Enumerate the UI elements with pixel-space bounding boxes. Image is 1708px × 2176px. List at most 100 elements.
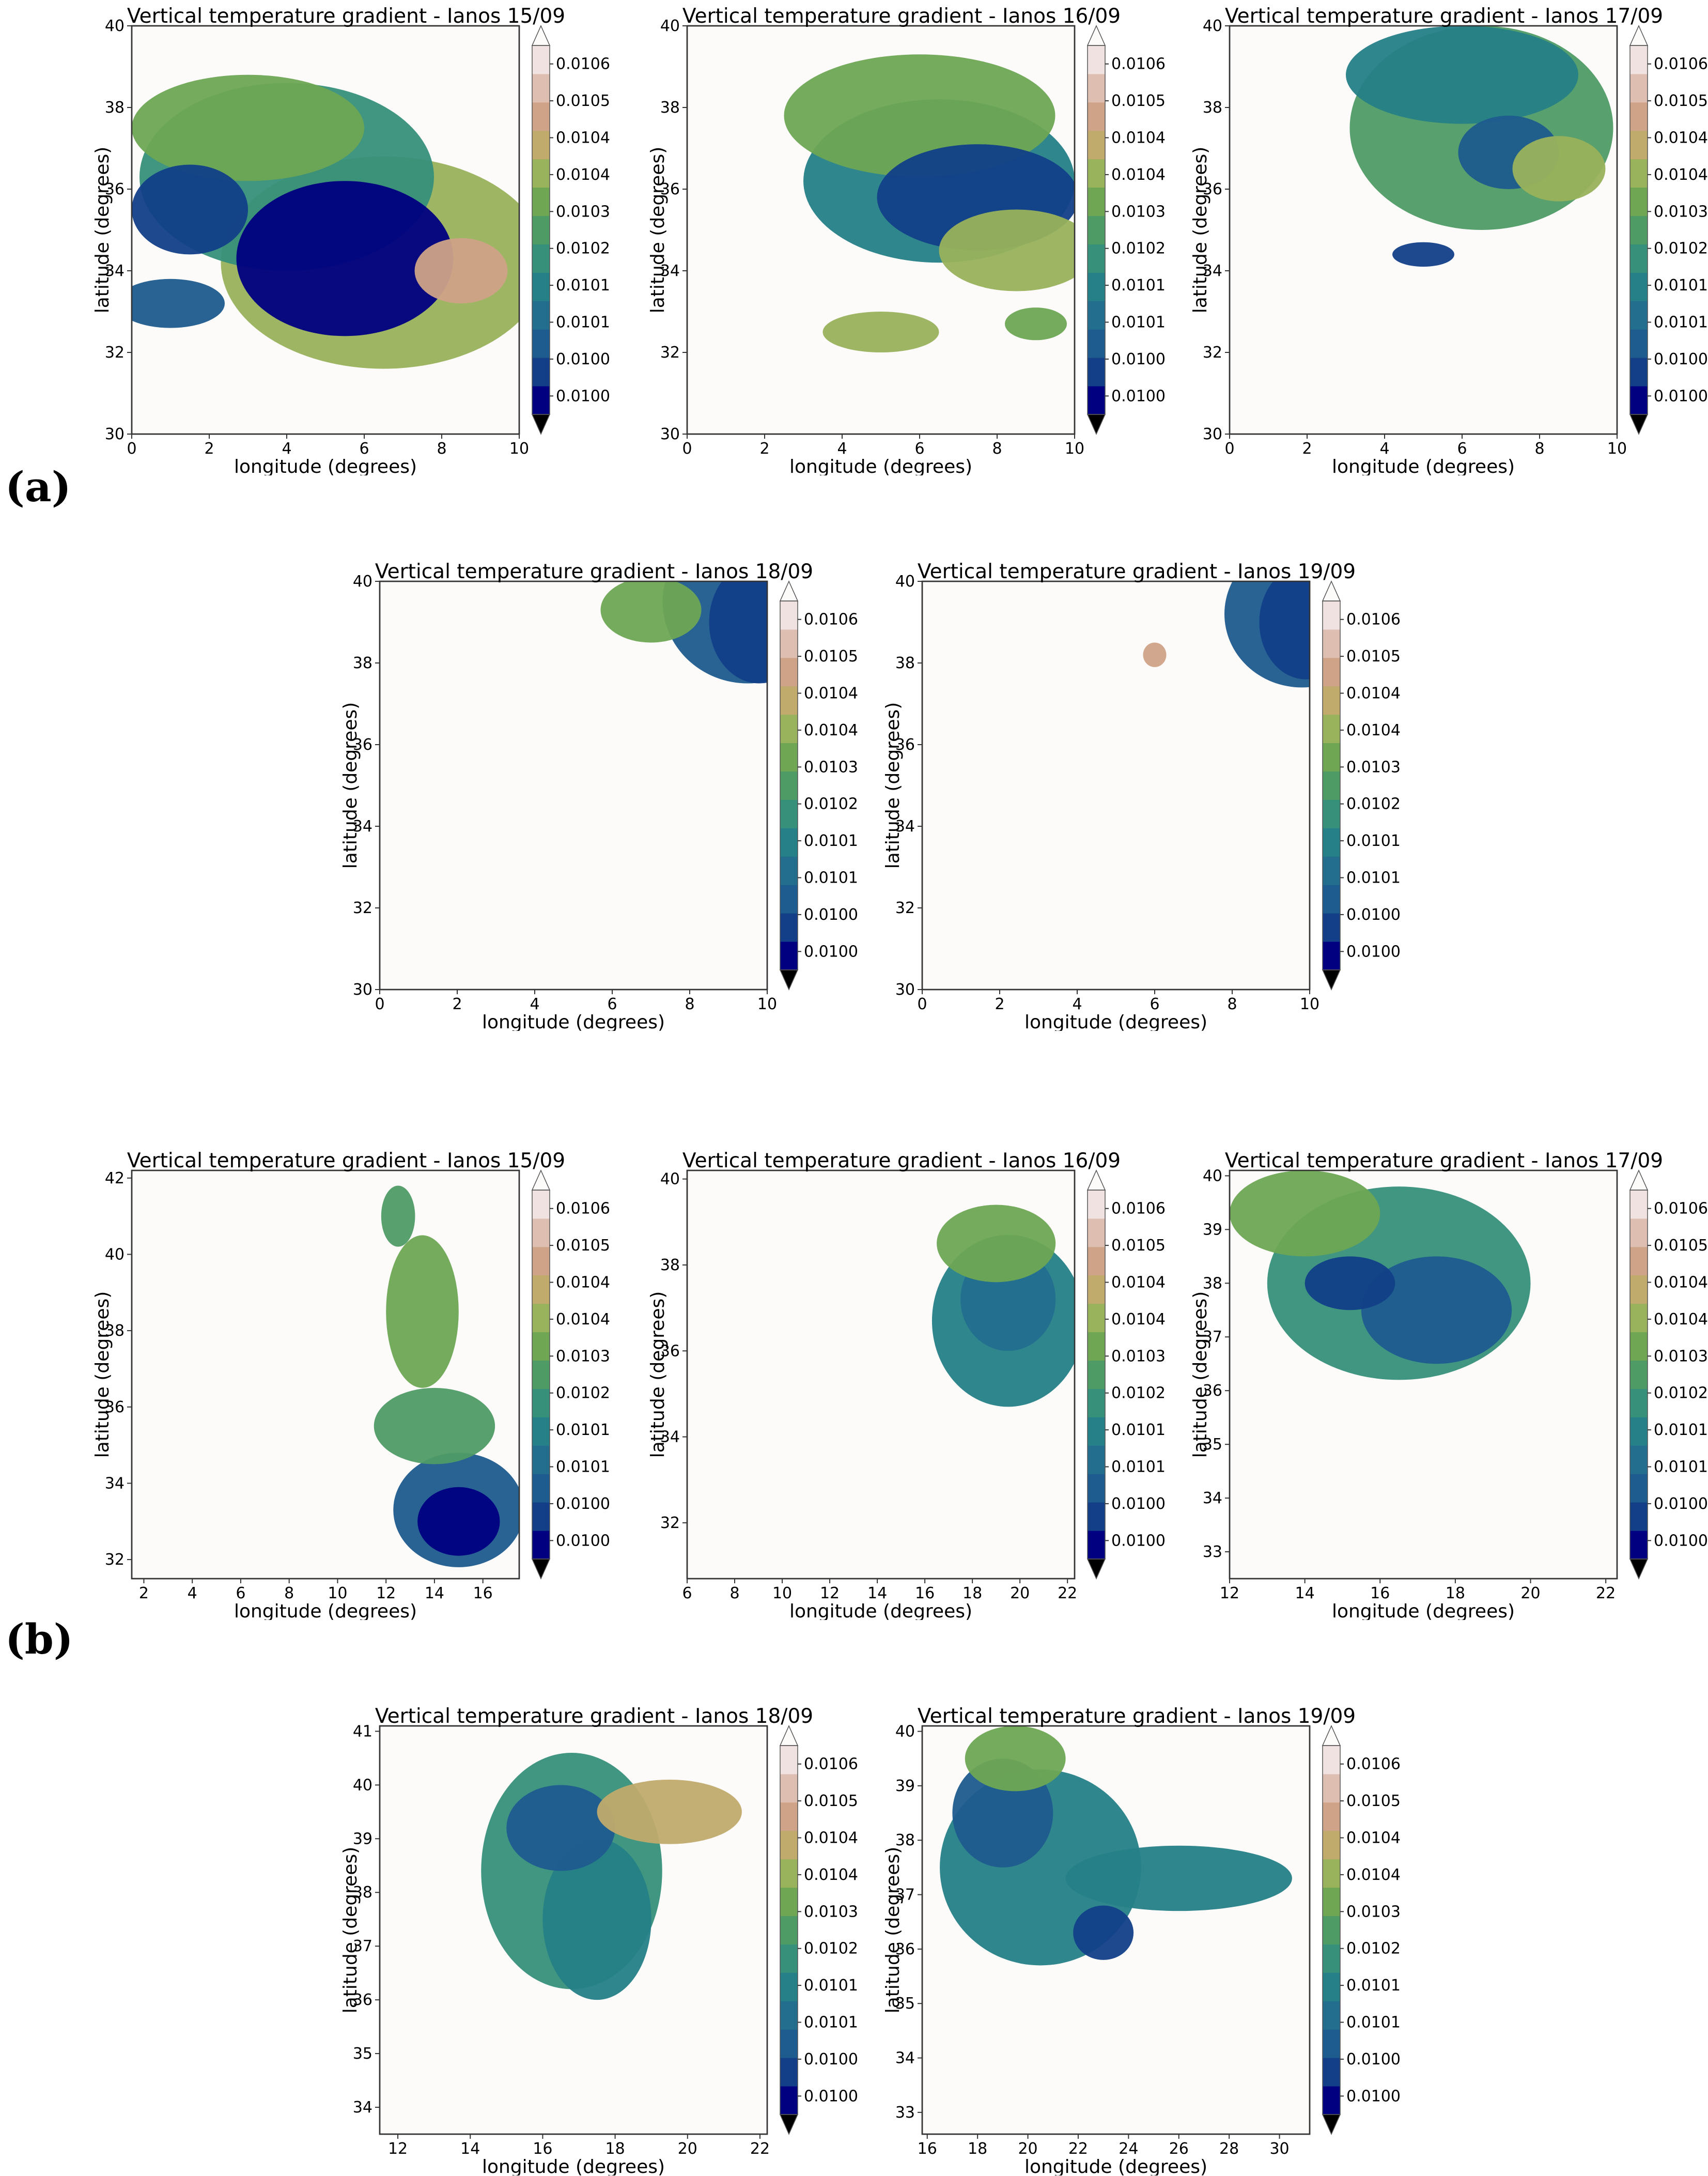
colorbar-tick-label: 0.0106 [1654, 1200, 1708, 1218]
colorbar-tick-label: 0.0100 [804, 2050, 858, 2069]
colorbar-segment [1630, 1303, 1648, 1333]
colorbar-tick-label: 0.0106 [1346, 611, 1401, 629]
colorbar-segment [780, 1746, 798, 1774]
y-tick-label: 36 [105, 180, 125, 198]
y-tick-label: 38 [660, 1256, 680, 1274]
colorbar-tick-label: 0.0104 [1111, 166, 1166, 184]
x-tick-label: 16 [533, 2140, 552, 2158]
x-tick-label: 6 [914, 440, 924, 458]
colorbar-tick-label: 0.0101 [1346, 2014, 1401, 2032]
colorbar-tick-label: 0.0104 [1346, 685, 1401, 703]
colorbar-segment [1088, 45, 1105, 74]
colorbar-segment [1630, 1190, 1648, 1219]
field-layer [1230, 1170, 1531, 1380]
colorbar-tick-label: 0.0104 [1111, 129, 1166, 147]
y-tick-label: 36 [105, 1398, 125, 1416]
colorbar-segment [532, 1360, 550, 1389]
colorbar-tick-label: 0.0104 [556, 129, 610, 147]
x-axis-label: longitude (degrees) [789, 1601, 972, 1620]
colorbar-segment [1323, 1746, 1340, 1774]
x-tick-label: 10 [509, 440, 529, 458]
x-tick-label: 8 [284, 1584, 294, 1602]
colorbar-segment [1088, 1360, 1105, 1389]
colorbar-tick-label: 0.0100 [1111, 387, 1166, 405]
x-tick-label: 22 [1068, 2140, 1088, 2158]
x-tick-label: 6 [1150, 995, 1159, 1013]
colorbar-tick-label: 0.0101 [556, 1421, 610, 1439]
x-tick-label: 4 [530, 995, 539, 1013]
y-tick-label: 36 [895, 736, 915, 754]
y-axis-label: latitude (degrees) [1190, 1291, 1211, 1458]
colorbar-segment [780, 885, 798, 914]
colorbar-tick-label: 0.0102 [1654, 240, 1708, 258]
colorbar-tick-label: 0.0100 [1111, 1495, 1166, 1513]
colorbar-tick-label: 0.0100 [1654, 350, 1708, 368]
colorbar-segment [1323, 2029, 1340, 2058]
colorbar-segment [780, 913, 798, 942]
chart-panel-a-1609: 0 2 4 6 8 10 30 32 34 36 38 40 Vertical temperature … [643, 0, 1181, 475]
colorbar-segment [1088, 187, 1105, 217]
field-layer [784, 54, 1075, 352]
colorbar-frame [1629, 1190, 1648, 1560]
colorbar-tick-label: 0.0103 [804, 758, 858, 776]
colorbar-tick-label: 0.0100 [804, 2087, 858, 2105]
y-tick-label: 38 [105, 99, 125, 117]
colorbar-tick-label: 0.0104 [1654, 166, 1708, 184]
colorbar-tick-label: 0.0106 [1111, 55, 1166, 73]
colorbar-tick-label: 0.0102 [1346, 1940, 1401, 1958]
colorbar-segment [780, 1887, 798, 1917]
field-cell [386, 1235, 459, 1388]
colorbar-tick-label: 0.0100 [1346, 906, 1401, 924]
colorbar-under-arrow [779, 2114, 799, 2135]
colorbar-segment [532, 1246, 550, 1276]
colorbar-segment [532, 45, 550, 74]
x-tick-label: 16 [1370, 1584, 1390, 1602]
colorbar-segment [1630, 73, 1648, 103]
chart-panel-a-1809: 0 2 4 6 8 10 30 32 34 36 38 40 Vertical temperature … [336, 555, 873, 1031]
colorbar-segment [532, 1531, 550, 1560]
colorbar-segment [780, 1773, 798, 1803]
plot-border [921, 580, 1311, 991]
x-tick-label: 16 [473, 1584, 493, 1602]
colorbar-tick-label: 0.0105 [1111, 1237, 1166, 1255]
x-tick-label: 8 [1534, 440, 1544, 458]
colorbar-tick-label: 0.0102 [804, 1940, 858, 1958]
colorbar-over-arrow [1086, 25, 1106, 46]
x-tick-label: 4 [1072, 995, 1082, 1013]
x-tick-label: 18 [1446, 1584, 1465, 1602]
x-tick-label: 22 [750, 2140, 770, 2158]
plot-border [686, 1169, 1076, 1580]
field-cell [1346, 26, 1578, 124]
x-tick-label: 14 [425, 1584, 444, 1602]
x-tick-label: 20 [1520, 1584, 1540, 1602]
colorbar-tick-label: 0.0105 [556, 1237, 610, 1255]
field-cell [132, 164, 248, 255]
x-tick-label: 18 [968, 2140, 987, 2158]
colorbar-segment [780, 1830, 798, 1860]
y-tick-label: 38 [895, 1831, 915, 1849]
y-axis-label: latitude (degrees) [340, 1847, 361, 2014]
colorbar-segment [1630, 45, 1648, 74]
colorbar-tick-label: 0.0102 [556, 1384, 610, 1402]
colorbar-tick-label: 0.0103 [556, 203, 610, 221]
colorbar-segment [532, 159, 550, 188]
y-tick-label: 32 [895, 899, 915, 917]
chart-title: Vertical temperature gradient - Ianos 16… [682, 1149, 1121, 1172]
colorbar-segment [1088, 1190, 1105, 1219]
colorbar-tick-label: 0.0106 [804, 1755, 858, 1773]
colorbar-frame [1629, 45, 1648, 415]
colorbar-over-arrow [1629, 25, 1649, 46]
colorbar-segment [1630, 130, 1648, 160]
colorbar-tick-label: 0.0100 [1346, 2087, 1401, 2105]
y-axis-label: latitude (degrees) [882, 702, 904, 869]
x-tick-label: 30 [1269, 2140, 1289, 2158]
colorbar-under-arrow [1629, 414, 1649, 435]
colorbar-segment [532, 73, 550, 103]
chart-svg: 0 2 4 6 8 10 30 32 34 36 38 40 Vertical temperature … [340, 560, 858, 1031]
x-tick-label: 18 [605, 2140, 625, 2158]
colorbar-segment [532, 1445, 550, 1474]
y-tick-label: 40 [660, 1170, 680, 1189]
x-axis-label: longitude (degrees) [482, 2156, 665, 2175]
